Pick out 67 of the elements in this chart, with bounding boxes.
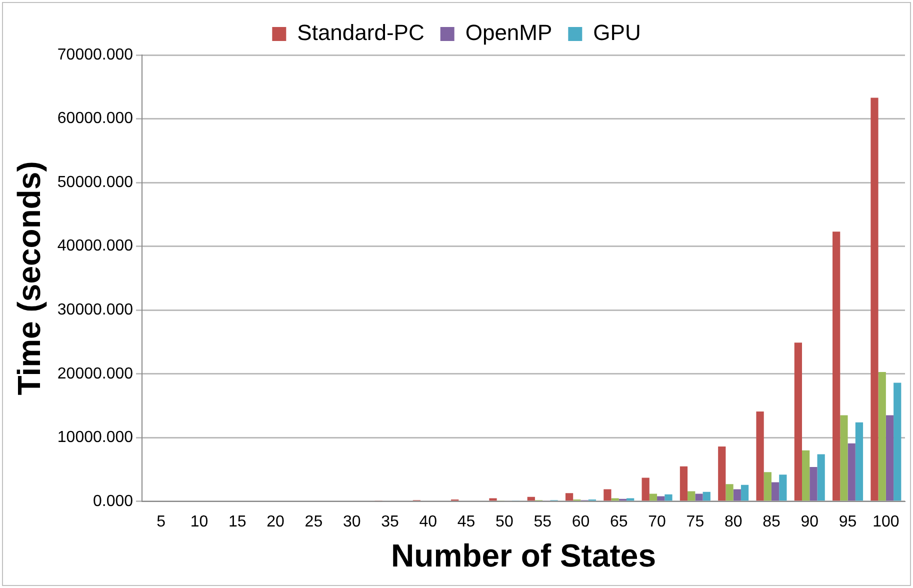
bar: [642, 478, 650, 501]
bar: [794, 342, 802, 501]
x-tick-label: 45: [457, 513, 476, 530]
x-tick-label: 20: [266, 513, 285, 530]
legend-label: Standard-PC: [297, 20, 424, 46]
bar: [688, 491, 696, 501]
x-tick-label: 35: [381, 513, 399, 530]
bar: [810, 466, 818, 501]
bar: [855, 422, 864, 501]
x-tick-label: 50: [496, 513, 514, 530]
bar: [779, 474, 787, 501]
x-tick-label: 5: [156, 513, 166, 530]
x-tick-label: 40: [419, 513, 438, 530]
x-tick-label: 95: [838, 513, 857, 530]
bar: [649, 494, 658, 501]
x-tick-label: 30: [342, 513, 361, 530]
x-tick-label: 100: [872, 513, 900, 530]
bar: [718, 446, 726, 501]
y-tick-label: 0.000: [92, 492, 134, 510]
bar: [726, 484, 734, 501]
x-tick-label: 85: [762, 513, 780, 530]
bar: [832, 232, 840, 501]
y-axis-title: Time (seconds): [11, 161, 48, 396]
bar: [626, 498, 634, 501]
bar: [527, 496, 535, 501]
x-tick-label: 25: [304, 513, 323, 530]
y-tick-label: 10000.000: [57, 429, 134, 446]
y-tick-label: 50000.000: [57, 174, 134, 191]
bar: [489, 498, 497, 501]
bar: [733, 489, 741, 501]
bar: [695, 494, 703, 501]
bar: [886, 415, 894, 501]
bar: [802, 450, 810, 501]
legend-label: OpenMP: [465, 20, 552, 46]
bar: [764, 472, 772, 501]
bar: [664, 494, 672, 501]
y-tick-label: 30000.000: [57, 301, 134, 318]
bar: [848, 443, 856, 501]
x-tick-label: 15: [228, 513, 246, 530]
bar: [878, 372, 886, 501]
bar: [680, 466, 688, 501]
bar: [756, 411, 764, 501]
bar: [870, 98, 878, 501]
x-tick-label: 65: [610, 513, 628, 530]
bar: [894, 382, 902, 501]
x-axis-title: Number of States: [391, 538, 656, 574]
bar: [740, 484, 749, 501]
x-tick-label: 70: [648, 513, 666, 530]
bar: [657, 496, 665, 501]
bar: [611, 498, 619, 501]
legend-label: GPU: [593, 20, 641, 46]
y-tick-label: 40000.000: [57, 238, 134, 255]
y-tick-label: 60000.000: [57, 110, 134, 128]
bar: [771, 482, 780, 501]
x-tick-label: 90: [800, 513, 819, 530]
bar: [604, 489, 612, 501]
y-tick-label: 70000.000: [57, 46, 134, 64]
x-tick-label: 75: [686, 513, 704, 530]
x-tick-label: 80: [724, 513, 742, 530]
bar: [817, 454, 825, 501]
x-tick-label: 55: [534, 513, 552, 530]
x-tick-label: 10: [190, 513, 208, 530]
x-tick-label: 60: [572, 513, 590, 530]
bar: [565, 493, 574, 501]
bar: [702, 492, 710, 501]
bar: [840, 415, 848, 501]
y-tick-label: 20000.000: [57, 365, 134, 382]
